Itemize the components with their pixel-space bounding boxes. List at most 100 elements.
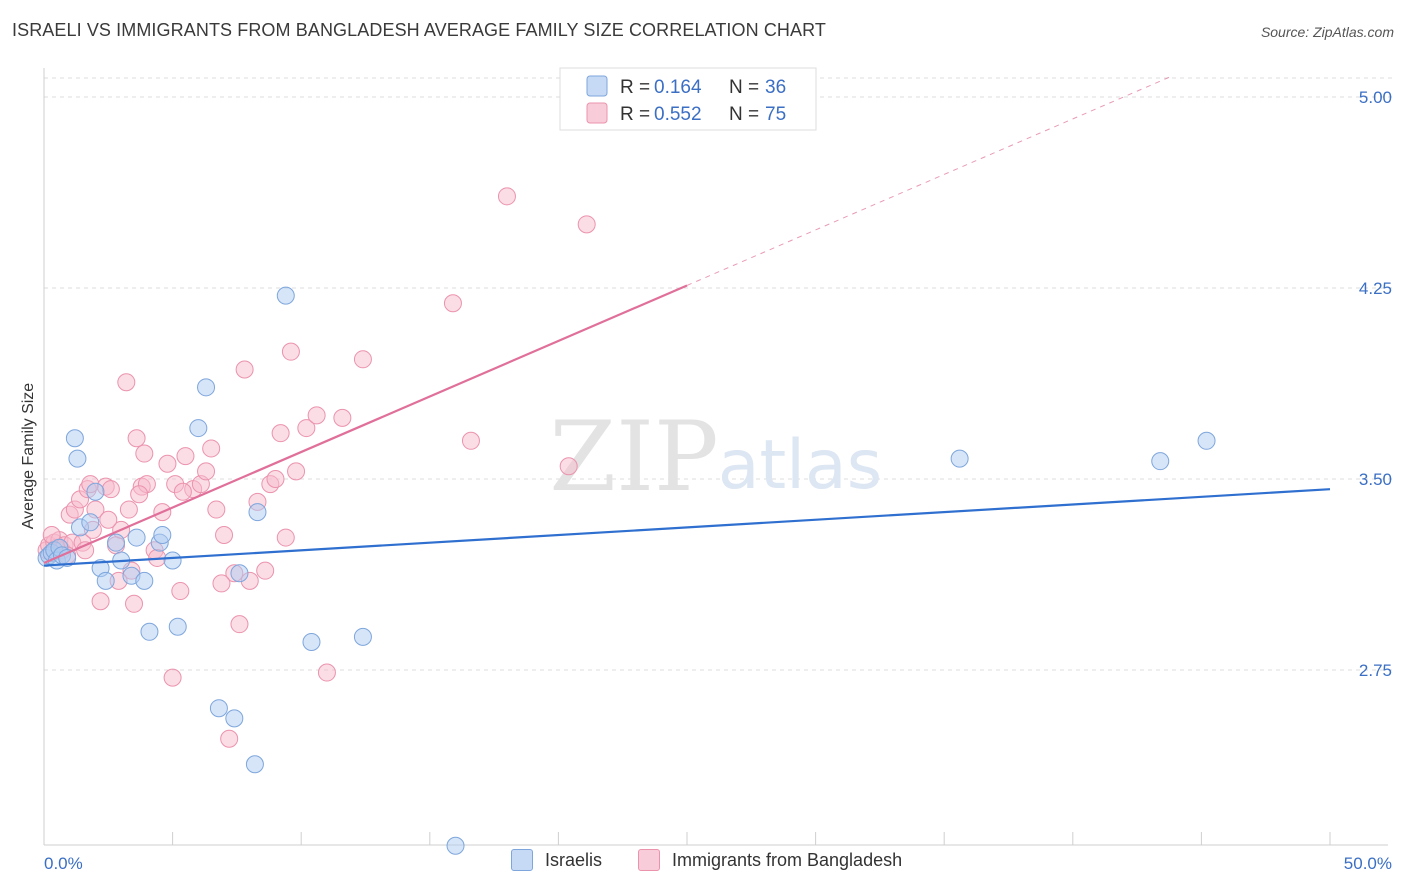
bangladesh-point — [497, 187, 516, 206]
y-tick-label: 3.50 — [1359, 470, 1392, 489]
bangladesh-point — [281, 342, 300, 361]
y-tick-label: 5.00 — [1359, 88, 1392, 107]
bangladesh-point — [461, 431, 480, 450]
bangladesh-point — [173, 482, 192, 501]
israelis-point — [127, 528, 146, 547]
y-tick-label: 2.75 — [1359, 661, 1392, 680]
bangladesh-trend-extension — [686, 76, 1171, 286]
israelis-point — [302, 632, 321, 651]
israelis-point — [65, 429, 84, 448]
israelis-point — [1151, 452, 1170, 471]
israelis-point — [140, 622, 159, 641]
bangladesh-point — [212, 574, 231, 593]
legend-swatch-israelis — [586, 75, 608, 97]
bangladesh-point — [119, 500, 138, 519]
israelis-point — [96, 571, 115, 590]
israelis-point — [81, 513, 100, 532]
legend-r-value-2: 0.552 — [654, 104, 702, 125]
israelis-point — [1197, 431, 1216, 450]
israelis-trend-line — [43, 488, 1331, 567]
bangladesh-point — [171, 582, 190, 601]
bangladesh-point — [276, 528, 295, 547]
israelis-point — [107, 533, 126, 552]
legend-swatch-bangladesh-bottom — [638, 849, 660, 871]
y-axis-label: Average Family Size — [20, 383, 37, 530]
legend-r-value-1: 0.164 — [654, 77, 702, 98]
israelis-point — [950, 449, 969, 468]
bangladesh-point — [559, 457, 578, 476]
legend-r-label-2: R = — [620, 104, 650, 125]
bangladesh-point — [271, 424, 290, 443]
axes — [43, 68, 1388, 846]
bangladesh-point — [266, 470, 285, 488]
bangladesh-point — [353, 350, 372, 369]
bangladesh-point — [333, 408, 352, 427]
bangladesh-point — [176, 447, 195, 466]
israelis-point — [245, 755, 264, 774]
bangladesh-point — [135, 444, 154, 463]
chart-title: ISRAELI VS IMMIGRANTS FROM BANGLADESH AV… — [12, 20, 826, 40]
israelis-point — [446, 836, 465, 855]
bangladesh-point — [215, 526, 234, 545]
bangladesh-point — [99, 510, 118, 529]
israelis-point — [189, 419, 208, 438]
bangladesh-point — [235, 360, 254, 379]
bangladesh-point — [220, 729, 239, 748]
israelis-point — [168, 617, 187, 636]
israelis-point — [135, 571, 154, 590]
legend-n-value-1: 36 — [765, 77, 786, 98]
legend-n-label-1: N = — [729, 77, 759, 98]
chart-source: Source: ZipAtlas.com — [1260, 24, 1394, 40]
israelis-point — [86, 482, 105, 501]
israelis-point — [225, 709, 244, 728]
legend-n-value-2: 75 — [765, 104, 786, 125]
y-axis-tick-labels: 2.75 3.50 4.25 5.00 — [1359, 88, 1392, 680]
legend-r-label-1: R = — [620, 77, 650, 98]
bangladesh-point — [125, 594, 144, 613]
legend-item-israelis: Israelis — [511, 849, 602, 871]
israelis-point — [209, 699, 228, 718]
israelis-point — [248, 503, 267, 522]
bangladesh-point — [117, 373, 136, 392]
legend-n-label-2: N = — [729, 104, 759, 125]
israelis-point — [353, 627, 372, 646]
x-tick-label-max: 50.0% — [1344, 854, 1392, 873]
bangladesh-point — [158, 454, 177, 473]
bangladesh-point — [317, 663, 336, 682]
legend-swatch-bangladesh — [586, 102, 608, 124]
israelis-point — [230, 564, 249, 583]
israelis-point — [153, 526, 172, 545]
x-tick-label-min: 0.0% — [44, 854, 83, 873]
series-israelis-points — [37, 286, 1216, 855]
watermark-zip: ZIP — [549, 401, 718, 513]
bangladesh-point — [197, 462, 216, 481]
israelis-point — [163, 551, 182, 570]
bangladesh-point — [307, 406, 326, 425]
israelis-point — [68, 449, 87, 468]
bangladesh-point — [230, 615, 249, 634]
legend-top: R = 0.164 N = 36 R = 0.552 N = 75 — [559, 67, 817, 131]
israelis-point — [197, 378, 216, 397]
bangladesh-point — [127, 429, 146, 448]
series-bangladesh-points — [37, 187, 596, 748]
legend-bottom: Israelis Immigrants from Bangladesh — [0, 849, 1406, 879]
legend-swatch-israelis-bottom — [511, 849, 533, 871]
bangladesh-point — [101, 480, 120, 499]
watermark-atlas: atlas — [718, 426, 882, 505]
bangladesh-point — [297, 419, 316, 438]
x-axis-ticks — [43, 832, 1331, 845]
bangladesh-point — [577, 215, 596, 234]
bangladesh-point — [207, 500, 226, 519]
israelis-point — [276, 286, 295, 305]
legend-label-bangladesh: Immigrants from Bangladesh — [672, 849, 903, 870]
bangladesh-point — [202, 439, 221, 458]
bangladesh-point — [443, 294, 462, 313]
y-tick-label: 4.25 — [1359, 279, 1392, 298]
legend-label-israelis: Israelis — [545, 849, 603, 870]
legend-item-bangladesh: Immigrants from Bangladesh — [638, 849, 902, 871]
trend-lines — [43, 76, 1331, 567]
bangladesh-point — [256, 561, 275, 580]
bangladesh-point — [287, 462, 306, 481]
bangladesh-trend-line — [43, 284, 688, 565]
